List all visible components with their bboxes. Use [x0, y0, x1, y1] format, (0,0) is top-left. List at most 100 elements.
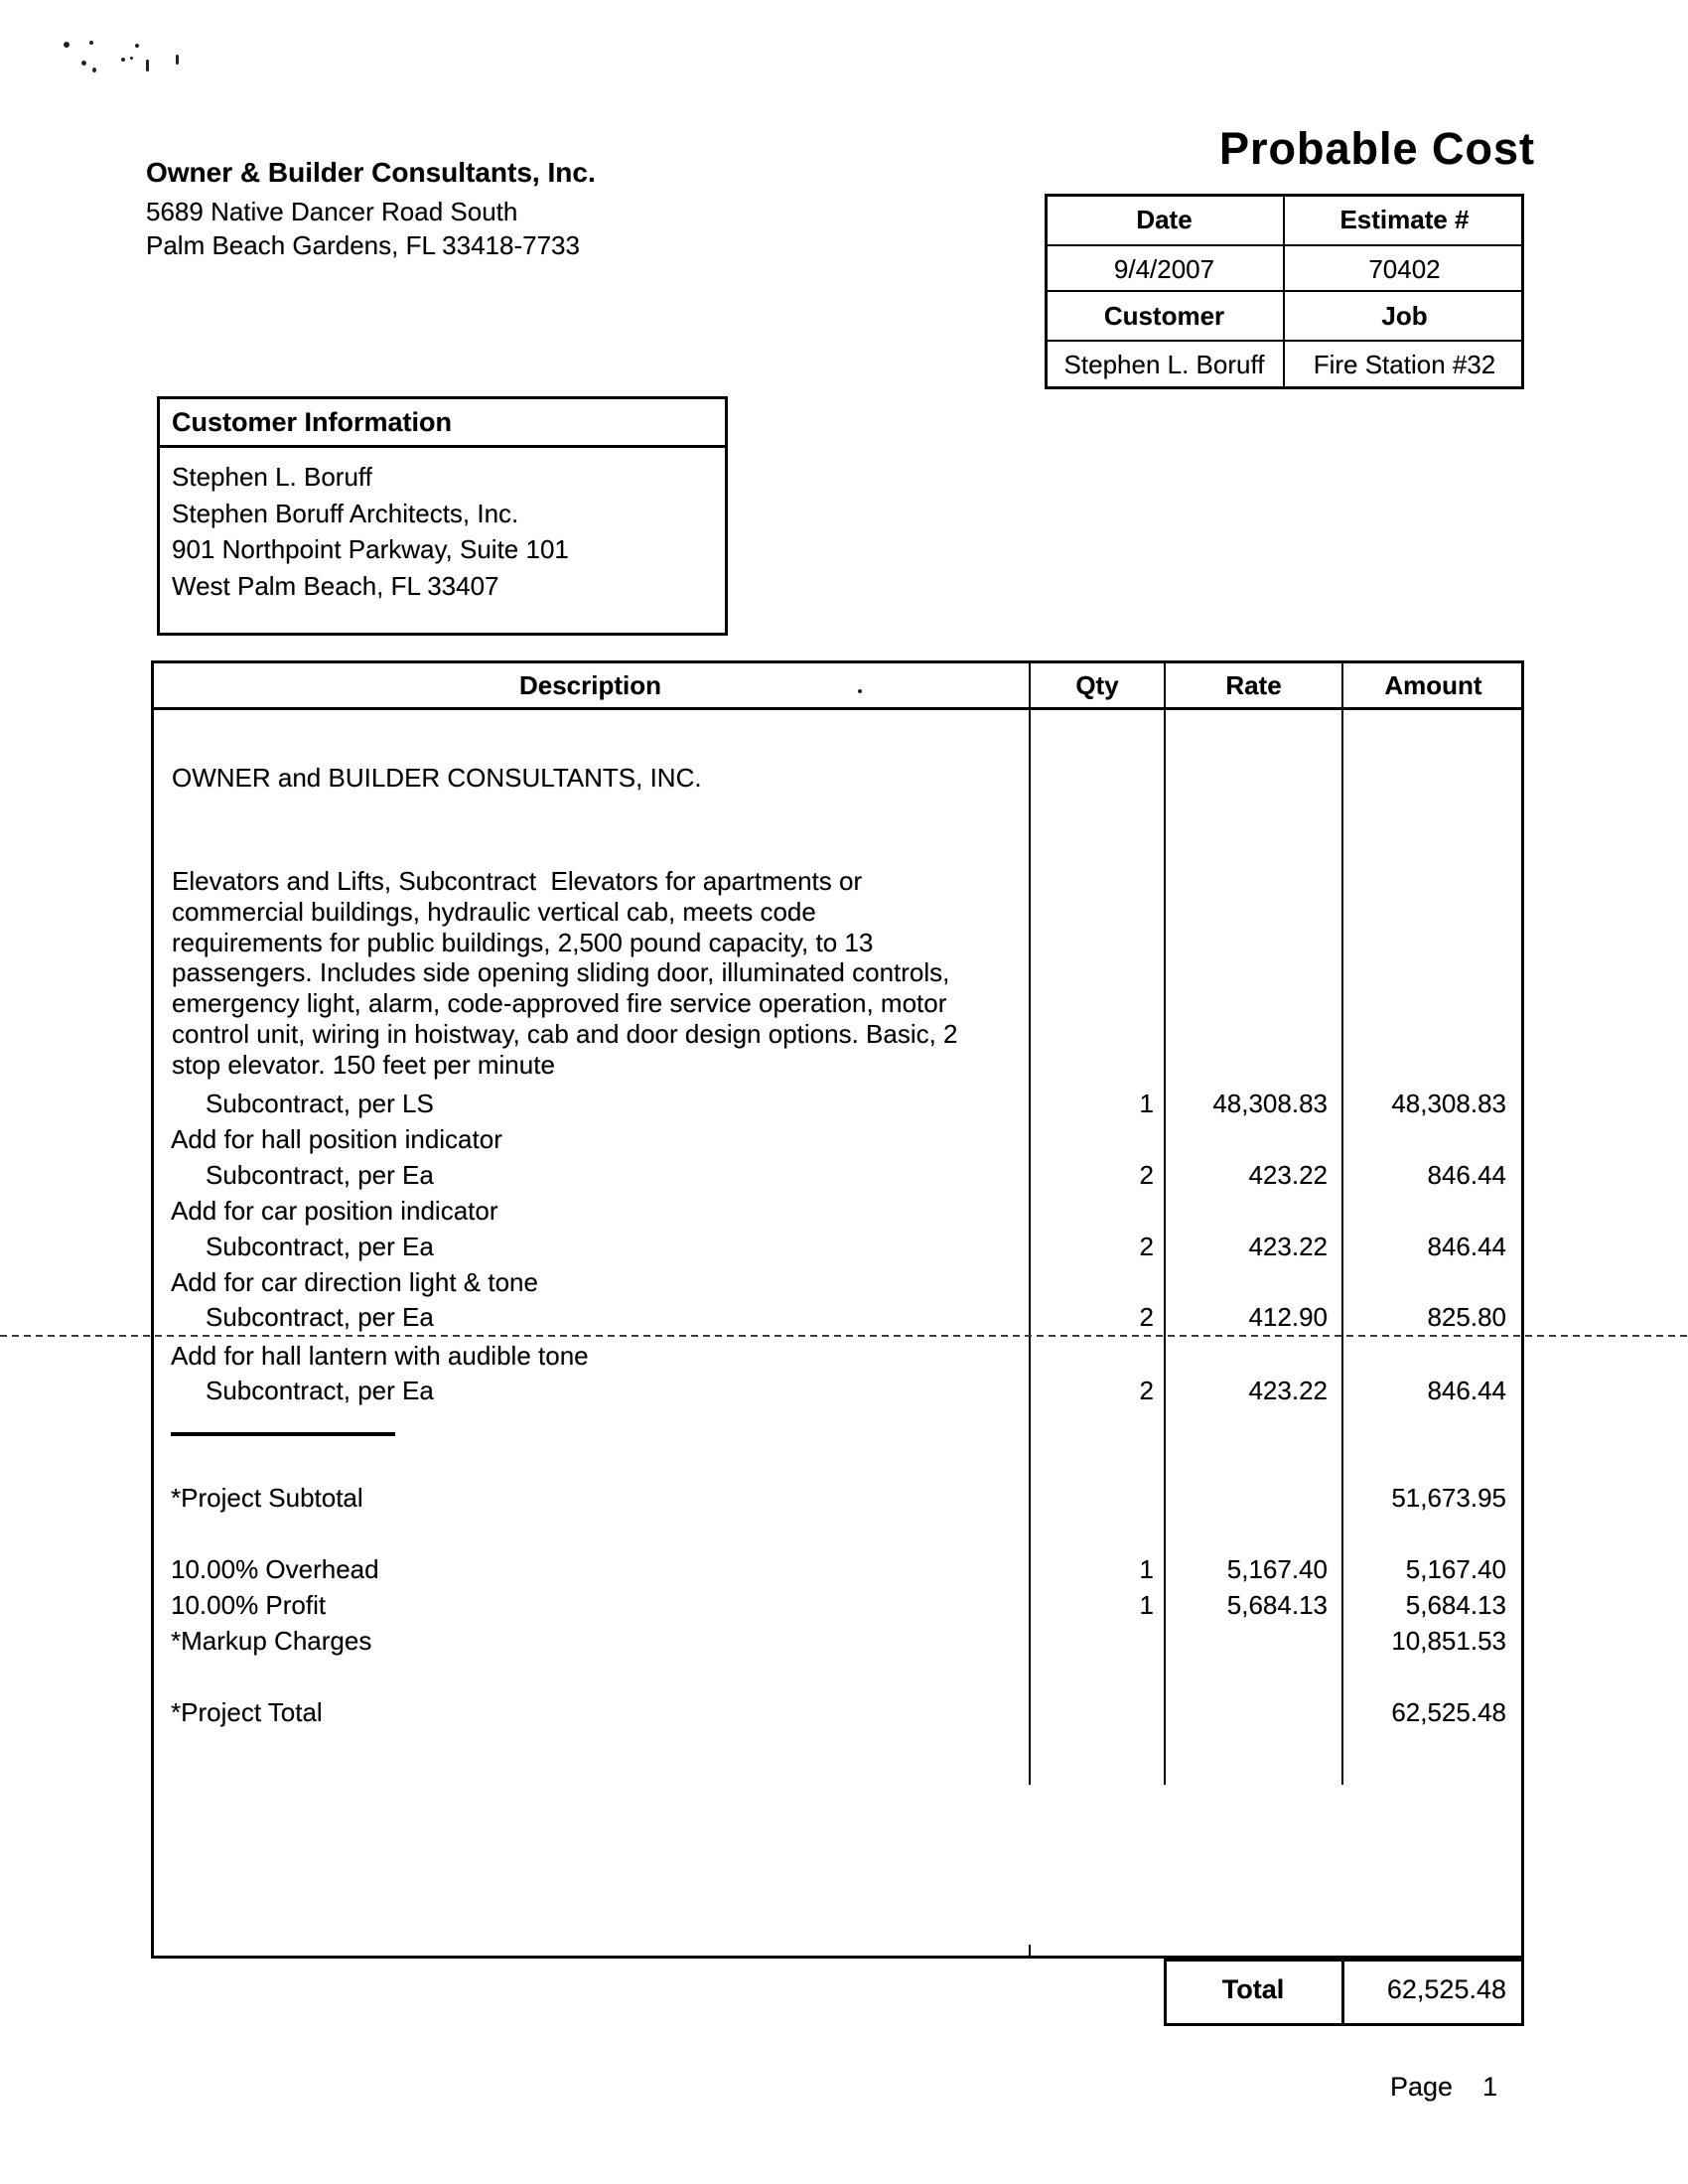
company-address: 5689 Native Dancer Road South Palm Beach…	[146, 195, 580, 262]
customer-information-box	[157, 396, 728, 636]
summary-rate: 5,684.13	[1226, 1590, 1328, 1620]
date-label: Date	[1136, 205, 1193, 234]
line-item-amount: 825.80	[1427, 1302, 1506, 1332]
line-item-description: Add for hall lantern with audible tone	[171, 1341, 589, 1371]
line-item-rate: 412.90	[1248, 1302, 1328, 1332]
column-header-rate: Rate	[1225, 670, 1282, 700]
grand-total-label: Total	[1221, 1974, 1285, 2004]
scan-speck	[130, 57, 133, 60]
scan-speck	[858, 689, 862, 693]
job-value: Fire Station #32	[1313, 350, 1496, 379]
scan-speck	[176, 55, 179, 65]
column-line-remnant	[1029, 1945, 1031, 1959]
line-item-row: Subcontract, per Ea 2 423.22 846.44	[0, 1376, 1688, 1407]
summary-qty: 1	[1139, 1554, 1154, 1584]
line-item-description: Subcontract, per Ea	[206, 1302, 434, 1332]
description-line: Elevators and Lifts, Subcontract Elevato…	[172, 866, 863, 896]
items-table-column-divider	[1164, 660, 1166, 1785]
page-number: Page 1	[1390, 2072, 1497, 2103]
line-item-rate: 48,308.83	[1212, 1089, 1328, 1118]
line-item-amount: 846.44	[1427, 1232, 1506, 1261]
line-item-qty: 2	[1139, 1160, 1154, 1190]
line-item-amount: 846.44	[1427, 1376, 1506, 1405]
grand-total-value: 62,525.48	[1386, 1974, 1506, 2004]
job-label: Job	[1381, 301, 1428, 331]
date-value: 9/4/2007	[1113, 254, 1215, 284]
grand-total-divider	[1341, 1959, 1344, 2026]
scan-dashed-line	[0, 1335, 1688, 1337]
summary-amount: 51,673.95	[1391, 1483, 1506, 1513]
summary-qty: 1	[1139, 1590, 1154, 1620]
scan-speck	[121, 58, 125, 62]
line-item-rate: 423.22	[1248, 1160, 1328, 1190]
line-item-row: Subcontract, per Ea 2 423.22 846.44	[0, 1232, 1688, 1263]
customer-information-divider	[157, 445, 728, 448]
page-number-value: 1	[1482, 2072, 1498, 2102]
customer-line: Stephen Boruff Architects, Inc.	[172, 498, 519, 528]
line-item-description: Subcontract, per Ea	[206, 1376, 434, 1405]
estimate-number-value: 70402	[1368, 254, 1441, 284]
summary-label: 10.00% Overhead	[171, 1554, 379, 1584]
scan-speck	[64, 42, 70, 48]
description-line: requirements for public buildings, 2,500…	[172, 927, 874, 957]
customer-line: Stephen L. Boruff	[172, 462, 372, 492]
document-title: Probable Cost	[1218, 123, 1535, 174]
items-table-column-divider	[1341, 660, 1343, 1785]
customer-line: 901 Northpoint Parkway, Suite 101	[172, 534, 569, 565]
summary-label: *Project Subtotal	[171, 1483, 363, 1513]
summary-row: 10.00% Profit 1 5,684.13 5,684.13	[0, 1590, 1688, 1622]
line-item-row: Subcontract, per LS 1 48,308.83 48,308.8…	[0, 1089, 1688, 1120]
summary-rate: 5,167.40	[1226, 1554, 1328, 1584]
line-item-rate: 423.22	[1248, 1232, 1328, 1261]
summary-amount: 10,851.53	[1391, 1626, 1506, 1656]
summary-amount: 5,167.40	[1405, 1554, 1506, 1584]
summary-row: *Markup Charges 10,851.53	[0, 1626, 1688, 1658]
description-line: stop elevator. 150 feet per minute	[172, 1049, 555, 1080]
column-header-amount: Amount	[1384, 670, 1482, 700]
description-line: passengers. Includes side opening slidin…	[172, 957, 950, 988]
line-item-amount: 846.44	[1427, 1160, 1506, 1190]
customer-label: Customer	[1103, 301, 1225, 331]
line-item-row: Add for car direction light & tone	[0, 1267, 1688, 1299]
line-item-amount: 48,308.83	[1391, 1089, 1506, 1118]
company-address-line-2: Palm Beach Gardens, FL 33418-7733	[146, 230, 580, 260]
section-title: OWNER and BUILDER CONSULTANTS, INC.	[172, 763, 702, 793]
line-item-row: Add for car position indicator	[0, 1196, 1688, 1228]
customer-information-title: Customer Information	[172, 407, 453, 437]
description-line: emergency light, alarm, code-approved fi…	[172, 988, 947, 1019]
summary-row: 10.00% Overhead 1 5,167.40 5,167.40	[0, 1554, 1688, 1586]
estimate-table-divider	[1283, 194, 1285, 389]
item-description-paragraph: Elevators and Lifts, Subcontract Elevato…	[172, 866, 958, 1081]
items-table-column-divider	[1029, 660, 1031, 1785]
description-line: control unit, wiring in hoistway, cab an…	[172, 1018, 958, 1049]
summary-label: *Project Total	[171, 1697, 323, 1727]
line-item-row: Subcontract, per Ea 2 412.90 825.80	[0, 1302, 1688, 1334]
description-line: commercial buildings, hydraulic vertical…	[172, 896, 816, 927]
line-item-qty: 2	[1139, 1232, 1154, 1261]
line-item-qty: 2	[1139, 1302, 1154, 1332]
line-item-description: Add for car direction light & tone	[171, 1267, 538, 1297]
line-item-description: Subcontract, per Ea	[206, 1160, 434, 1190]
scan-speck	[146, 60, 149, 72]
line-item-qty: 2	[1139, 1376, 1154, 1405]
line-item-row: Add for hall lantern with audible tone	[0, 1341, 1688, 1373]
summary-amount: 5,684.13	[1405, 1590, 1506, 1620]
scan-speck	[135, 44, 139, 48]
line-item-description: Subcontract, per LS	[206, 1089, 434, 1118]
scan-speck	[89, 41, 93, 45]
line-item-row: Subcontract, per Ea 2 423.22 846.44	[0, 1160, 1688, 1192]
summary-amount: 62,525.48	[1391, 1697, 1506, 1727]
summary-label: 10.00% Profit	[171, 1590, 327, 1620]
customer-value: Stephen L. Boruff	[1063, 350, 1265, 379]
summary-label: *Markup Charges	[171, 1626, 372, 1656]
customer-line: West Palm Beach, FL 33407	[172, 570, 499, 601]
line-item-rate: 423.22	[1248, 1376, 1328, 1405]
estimate-number-label: Estimate #	[1339, 205, 1470, 234]
scan-speck	[92, 68, 96, 73]
summary-row: *Project Subtotal 51,673.95	[0, 1483, 1688, 1515]
line-item-qty: 1	[1139, 1089, 1154, 1118]
items-table	[151, 660, 1524, 1959]
column-header-qty: Qty	[1075, 670, 1119, 700]
column-header-description: Description	[518, 670, 662, 700]
